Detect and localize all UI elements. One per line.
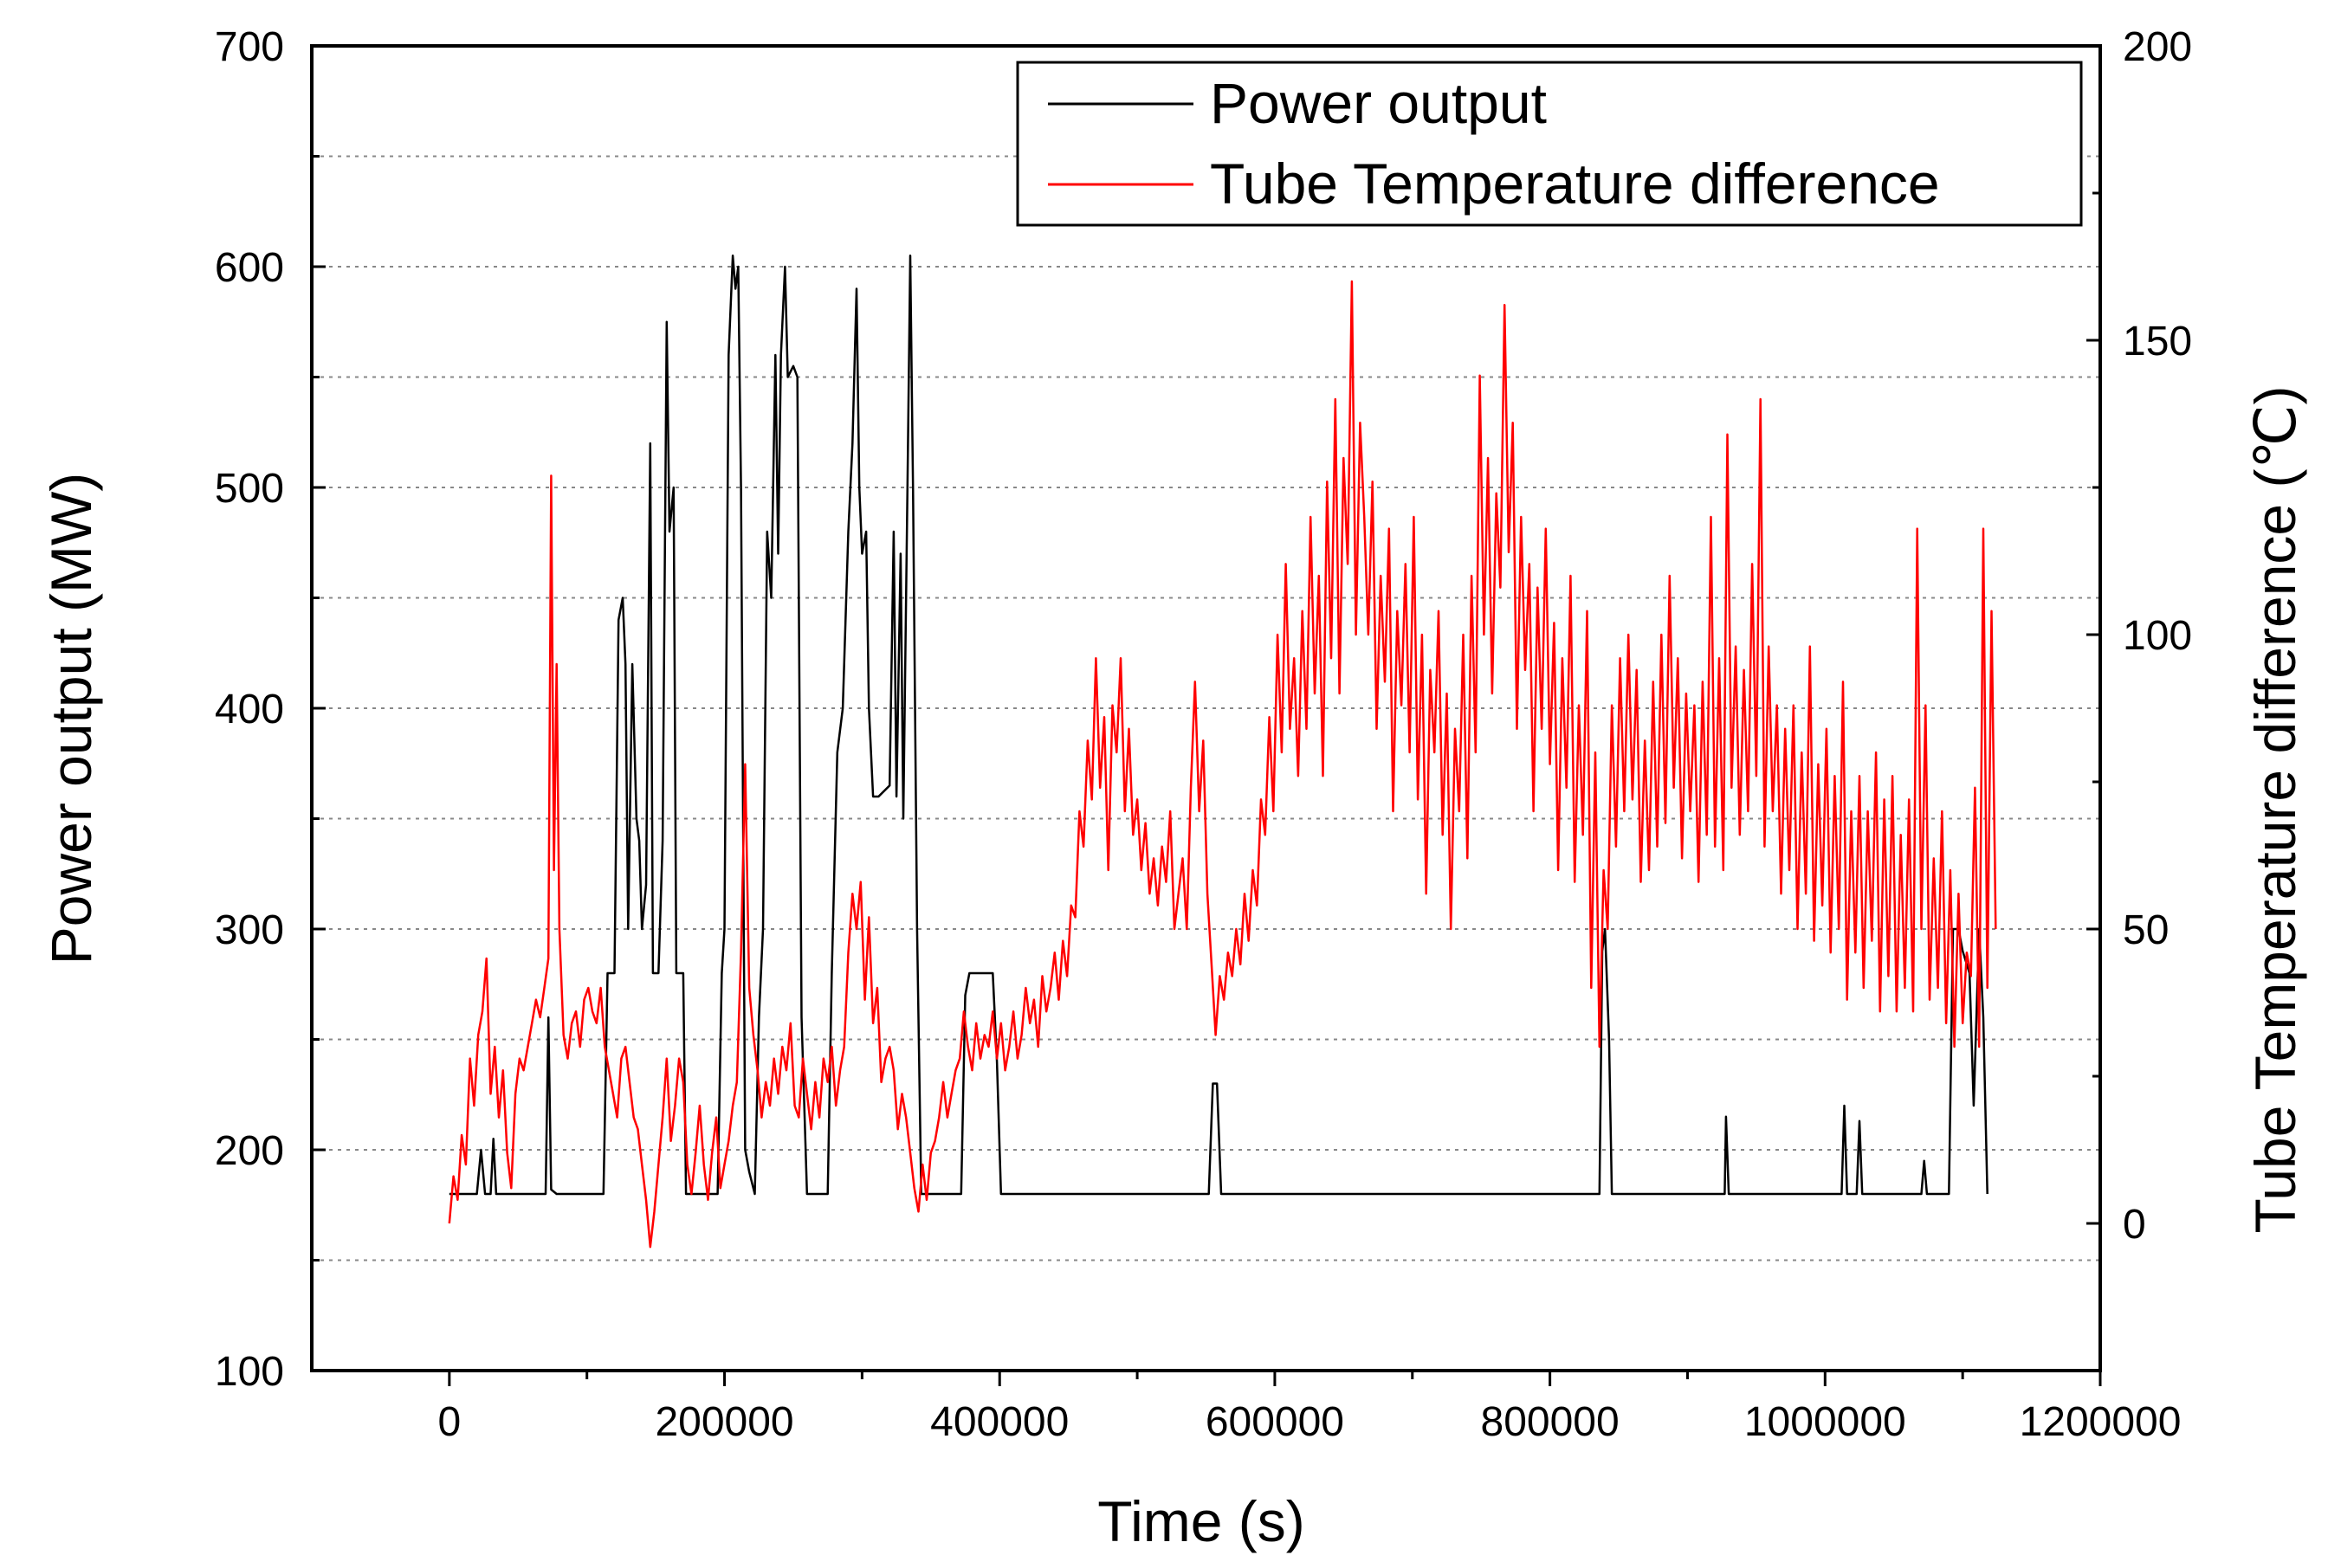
y-tick-label: 600 (215, 245, 284, 291)
x-tick-label: 0 (437, 1399, 461, 1445)
y2-tick-label: 0 (2123, 1202, 2146, 1248)
legend-label-tube-temperature-difference: Tube Temperature difference (1210, 152, 1940, 216)
y-tick-label: 500 (215, 466, 284, 512)
series-line-tube-temperature-difference (448, 280, 1997, 1249)
y-tick-label: 200 (215, 1128, 284, 1174)
x-axis: 0 200000 400000 600000 800000 1000000 1200000 (437, 1371, 2181, 1445)
legend-label-power-output: Power output (1210, 71, 1547, 135)
y-axis-left: 100 200 300 400 500 600 700 (215, 24, 326, 1395)
x-tick-label: 1200000 (2020, 1399, 2182, 1445)
y2-tick-label: 150 (2123, 319, 2192, 365)
x-tick-label: 800000 (1481, 1399, 1620, 1445)
x-axis-title: Time (s) (1097, 1489, 1305, 1553)
x-tick-label: 600000 (1206, 1399, 1344, 1445)
y2-tick-label: 50 (2123, 907, 2169, 953)
y-tick-label: 100 (215, 1349, 284, 1395)
y-tick-label: 700 (215, 24, 284, 70)
x-tick-label: 200000 (655, 1399, 793, 1445)
y2-tick-label: 200 (2123, 24, 2192, 70)
y-tick-label: 300 (215, 907, 284, 953)
y-axis-right: 0 50 100 150 200 (2086, 24, 2192, 1372)
x-tick-label: 1000000 (1744, 1399, 1906, 1445)
y-axis-title: Power output (MW) (39, 473, 103, 965)
y2-tick-label: 100 (2123, 613, 2192, 659)
legend-box (1016, 61, 2083, 227)
x-tick-label: 400000 (930, 1399, 1069, 1445)
y-tick-label: 400 (215, 687, 284, 732)
y2-axis-title: Tube Temperature difference (℃) (2243, 385, 2307, 1233)
series-line-power-output (449, 255, 1988, 1196)
grid-lines (312, 155, 2100, 1261)
series-layer (448, 255, 1997, 1249)
legend: Power output Tube Temperature difference (1016, 61, 2083, 227)
